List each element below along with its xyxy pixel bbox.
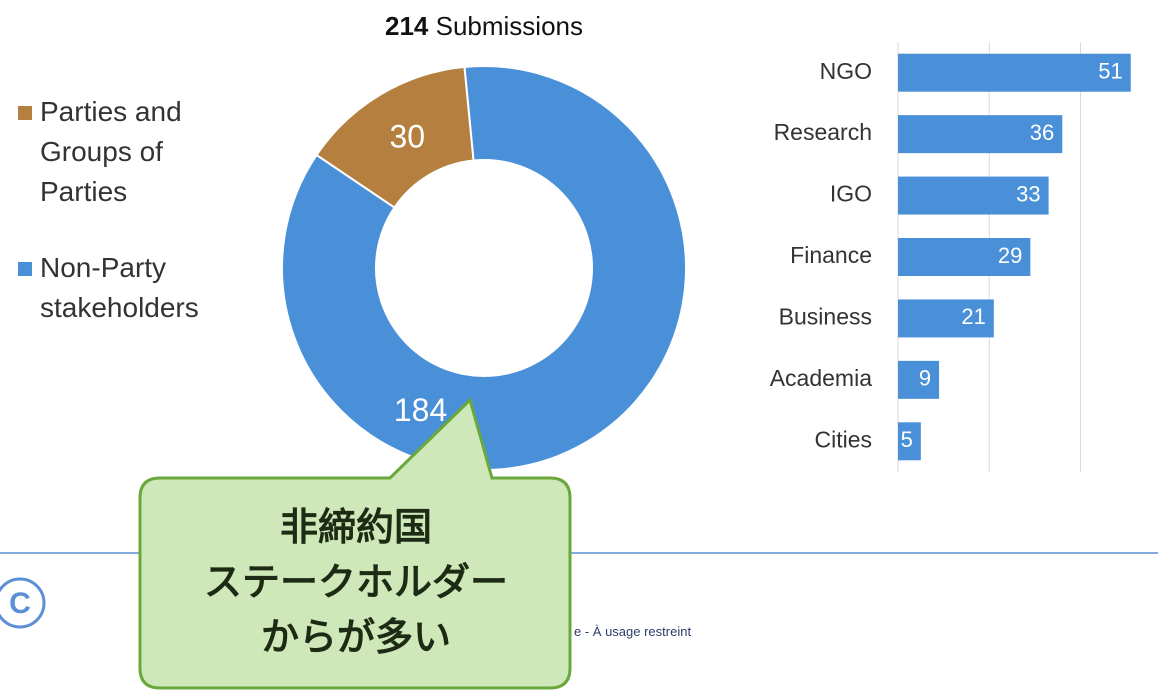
donut: 30 184 [281, 65, 687, 471]
donut-segment [281, 65, 687, 471]
bar [898, 176, 1049, 215]
category-label: Finance [790, 242, 872, 268]
category-label: Business [779, 304, 872, 330]
category-label: NGO [820, 58, 872, 84]
chart-title: 214 Submissions [385, 11, 583, 41]
bar [898, 53, 1131, 92]
bar [898, 422, 921, 461]
data-label: 184 [394, 392, 447, 428]
legend-item: Non-Party stakeholders [18, 248, 228, 328]
category-label: Cities [814, 426, 872, 452]
title-text: Submissions [436, 11, 583, 41]
bar [898, 115, 1063, 154]
category-label: Academia [770, 365, 872, 391]
legend-label: Non-Party stakeholders [40, 252, 199, 323]
data-label: 5 [901, 427, 913, 452]
bar [898, 360, 940, 399]
callout-box [138, 397, 572, 690]
data-label: 9 [919, 366, 931, 391]
donut-segment [315, 65, 475, 209]
data-label: 33 [1016, 181, 1040, 206]
logo: C [0, 577, 46, 629]
data-label: 36 [1030, 120, 1054, 145]
legend-item: Parties and Groups of Parties [18, 92, 228, 212]
category-label: IGO [830, 181, 872, 207]
legend-swatch [18, 262, 32, 276]
legend: Parties and Groups of Parties Non-Party s… [18, 92, 228, 364]
data-label: 29 [998, 243, 1022, 268]
data-label: 21 [961, 304, 985, 329]
data-label: 30 [389, 119, 425, 155]
category-label: Research [774, 119, 872, 145]
callout: 非締約国 ステークホルダー からが多い [142, 500, 570, 665]
legend-label: Parties and Groups of Parties [40, 96, 182, 207]
footer-text: e - À usage restreint [574, 624, 692, 639]
bar [898, 238, 1031, 276]
callout-line: 非締約国 [279, 505, 432, 549]
callout-line: からが多い [260, 615, 451, 659]
title-count: 214 [385, 11, 429, 41]
callout-line: ステークホルダー [203, 560, 508, 604]
bar-chart: NGO 51 Research 36 IGO 33 Finance 29 Business 21 A… [770, 42, 1131, 472]
data-label: 51 [1098, 59, 1122, 84]
legend-swatch [18, 106, 32, 120]
bar [898, 299, 994, 338]
svg-text:C: C [9, 587, 31, 620]
